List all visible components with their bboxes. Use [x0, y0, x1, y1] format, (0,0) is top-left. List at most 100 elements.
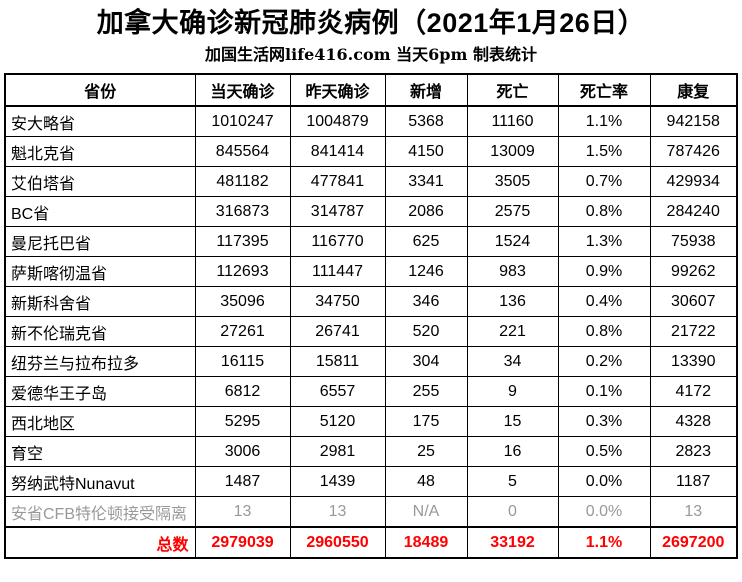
value-cell: 284240	[649, 196, 738, 227]
value-cell: 16115	[194, 346, 291, 377]
value-cell: 520	[384, 316, 468, 347]
value-cell: 11160	[466, 105, 559, 137]
value-cell: 0	[466, 496, 559, 528]
value-cell: 1187	[649, 466, 738, 497]
province-cell: 爱德华王子岛	[4, 376, 196, 407]
value-cell: 111447	[289, 256, 386, 287]
value-cell: 116770	[289, 226, 386, 257]
value-cell: 1010247	[194, 105, 291, 137]
value-cell: 2960550	[289, 526, 386, 559]
value-cell: 13	[649, 496, 738, 528]
value-cell: 4150	[384, 136, 468, 167]
province-cell: 萨斯喀彻温省	[4, 256, 196, 287]
column-header: 康复	[649, 73, 738, 107]
covid-stats-table: 省份 当天确诊 昨天确诊 新增 死亡 死亡率 康复 安大略省 1010247 1004879 53…	[4, 73, 738, 559]
value-cell: 5120	[289, 406, 386, 437]
province-cell: 新斯科舍省	[4, 286, 196, 317]
table-row: 安大略省 1010247 1004879 5368 11160 1.1% 942158	[4, 105, 738, 137]
value-cell: 0.7%	[557, 166, 651, 197]
table-header-row: 省份 当天确诊 昨天确诊 新增 死亡 死亡率 康复	[4, 73, 738, 107]
province-cell: 西北地区	[4, 406, 196, 437]
value-cell: 304	[384, 346, 468, 377]
value-cell: 1.3%	[557, 226, 651, 257]
column-header: 省份	[4, 73, 196, 107]
value-cell: 1524	[466, 226, 559, 257]
table-row: 魁北克省 845564 841414 4150 13009 1.5% 787426	[4, 136, 738, 167]
value-cell: 2981	[289, 436, 386, 467]
value-cell: 27261	[194, 316, 291, 347]
value-cell: 477841	[289, 166, 386, 197]
province-cell: BC省	[4, 196, 196, 227]
table-row: 安省CFB特伦顿接受隔离 13 13 N/A 0 0.0% 13	[4, 496, 738, 528]
column-header: 新增	[384, 73, 468, 107]
value-cell: 316873	[194, 196, 291, 227]
table-row: 艾伯塔省 481182 477841 3341 3505 0.7% 429934	[4, 166, 738, 197]
value-cell: 9	[466, 376, 559, 407]
value-cell: 4172	[649, 376, 738, 407]
page-subtitle: 加国生活网life416.com 当天6pm 制表统计	[205, 45, 537, 64]
value-cell: 175	[384, 406, 468, 437]
value-cell: 1.1%	[557, 526, 651, 559]
value-cell: 13	[194, 496, 291, 528]
value-cell: 0.8%	[557, 316, 651, 347]
value-cell: 13009	[466, 136, 559, 167]
page-title: 加拿大确诊新冠肺炎病例（2021年1月26日）	[96, 8, 646, 38]
value-cell: 0.4%	[557, 286, 651, 317]
value-cell: 6812	[194, 376, 291, 407]
column-header: 死亡率	[557, 73, 651, 107]
value-cell: 48	[384, 466, 468, 497]
value-cell: 0.0%	[557, 496, 651, 528]
value-cell: 346	[384, 286, 468, 317]
value-cell: 2697200	[649, 526, 738, 559]
value-cell: 2979039	[194, 526, 291, 559]
province-cell: 曼尼托巴省	[4, 226, 196, 257]
value-cell: 1246	[384, 256, 468, 287]
column-header: 昨天确诊	[289, 73, 386, 107]
value-cell: 1.1%	[557, 105, 651, 137]
value-cell: 18489	[384, 526, 468, 559]
value-cell: 99262	[649, 256, 738, 287]
value-cell: 1.5%	[557, 136, 651, 167]
table-row: 萨斯喀彻温省 112693 111447 1246 983 0.9% 99262	[4, 256, 738, 287]
value-cell: 0.2%	[557, 346, 651, 377]
value-cell: 6557	[289, 376, 386, 407]
value-cell: 0.1%	[557, 376, 651, 407]
value-cell: 15811	[289, 346, 386, 377]
value-cell: 1487	[194, 466, 291, 497]
value-cell: 2575	[466, 196, 559, 227]
value-cell: 3341	[384, 166, 468, 197]
table-row: 曼尼托巴省 117395 116770 625 1524 1.3% 75938	[4, 226, 738, 257]
table-row: 爱德华王子岛 6812 6557 255 9 0.1% 4172	[4, 376, 738, 407]
value-cell: 429934	[649, 166, 738, 197]
value-cell: 117395	[194, 226, 291, 257]
value-cell: 34750	[289, 286, 386, 317]
province-cell: 魁北克省	[4, 136, 196, 167]
value-cell: 33192	[466, 526, 559, 559]
province-cell: 艾伯塔省	[4, 166, 196, 197]
value-cell: 841414	[289, 136, 386, 167]
value-cell: 13	[289, 496, 386, 528]
value-cell: 0.5%	[557, 436, 651, 467]
value-cell: 25	[384, 436, 468, 467]
column-header: 当天确诊	[194, 73, 291, 107]
value-cell: 112693	[194, 256, 291, 287]
value-cell: 481182	[194, 166, 291, 197]
value-cell: 1004879	[289, 105, 386, 137]
value-cell: 16	[466, 436, 559, 467]
province-cell: 新不伦瑞克省	[4, 316, 196, 347]
value-cell: 845564	[194, 136, 291, 167]
province-cell: 育空	[4, 436, 196, 467]
value-cell: 5295	[194, 406, 291, 437]
value-cell: 75938	[649, 226, 738, 257]
value-cell: 15	[466, 406, 559, 437]
value-cell: 30607	[649, 286, 738, 317]
value-cell: 13390	[649, 346, 738, 377]
value-cell: 3006	[194, 436, 291, 467]
value-cell: 221	[466, 316, 559, 347]
table-row: 努纳武特Nunavut 1487 1439 48 5 0.0% 1187	[4, 466, 738, 497]
column-header: 死亡	[466, 73, 559, 107]
value-cell: 983	[466, 256, 559, 287]
value-cell: 314787	[289, 196, 386, 227]
value-cell: 0.0%	[557, 466, 651, 497]
value-cell: 0.9%	[557, 256, 651, 287]
